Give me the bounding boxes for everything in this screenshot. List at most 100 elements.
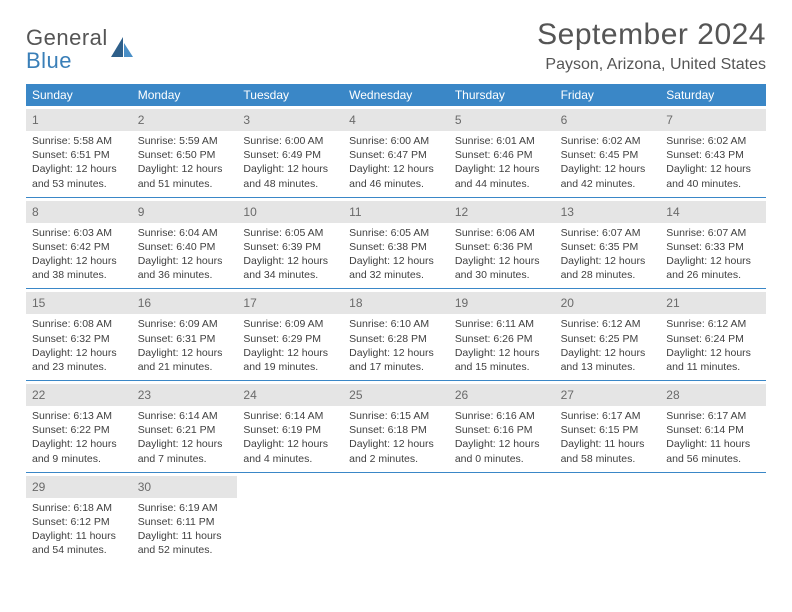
daylight-line-1: Daylight: 12 hours: [138, 346, 232, 360]
daylight-line-1: Daylight: 12 hours: [243, 346, 337, 360]
daylight-line-2: and 34 minutes.: [243, 268, 337, 282]
day-number: 6: [561, 113, 568, 127]
daynum-row: 2: [132, 109, 238, 131]
daylight-line-1: Daylight: 12 hours: [666, 254, 760, 268]
daylight-line-2: and 15 minutes.: [455, 360, 549, 374]
day-header: Sunday: [26, 84, 132, 106]
logo-text-top: General: [26, 26, 108, 49]
daynum-row: 18: [343, 292, 449, 314]
sunset-line: Sunset: 6:16 PM: [455, 423, 549, 437]
day-number: 5: [455, 113, 462, 127]
daylight-line-2: and 40 minutes.: [666, 177, 760, 191]
sunset-line: Sunset: 6:26 PM: [455, 332, 549, 346]
sunrise-line: Sunrise: 6:00 AM: [243, 134, 337, 148]
sunrise-line: Sunrise: 6:02 AM: [561, 134, 655, 148]
sunset-line: Sunset: 6:11 PM: [138, 515, 232, 529]
calendar-week: 8 Sunrise: 6:03 AMSunset: 6:42 PM Daylight…: [26, 198, 766, 290]
daynum-row: 7: [660, 109, 766, 131]
daynum-row: 13: [555, 201, 661, 223]
day-header: Wednesday: [343, 84, 449, 106]
logo-text-bottom: Blue: [26, 49, 108, 72]
day-number: 1: [32, 113, 39, 127]
sunrise-line: Sunrise: 6:09 AM: [138, 317, 232, 331]
sunrise-line: Sunrise: 6:01 AM: [455, 134, 549, 148]
daynum-row: 28: [660, 384, 766, 406]
sunrise-line: Sunrise: 6:12 AM: [666, 317, 760, 331]
daynum-row: 11: [343, 201, 449, 223]
day-number: 4: [349, 113, 356, 127]
calendar-day: 28Sunrise: 6:17 AMSunset: 6:14 PMDayligh…: [660, 381, 766, 472]
sunrise-line: Sunrise: 5:59 AM: [138, 134, 232, 148]
calendar-day: 26Sunrise: 6:16 AMSunset: 6:16 PMDayligh…: [449, 381, 555, 472]
sunset-line: Sunset: 6:43 PM: [666, 148, 760, 162]
sunset-line: Sunset: 6:38 PM: [349, 240, 443, 254]
day-number: 18: [349, 296, 362, 310]
daynum-row: 6: [555, 109, 661, 131]
calendar-day: 10Sunrise: 6:05 AMSunset: 6:39 PMDayligh…: [237, 198, 343, 289]
sunrise-line: Sunrise: 6:16 AM: [455, 409, 549, 423]
daylight-line-2: and 51 minutes.: [138, 177, 232, 191]
sunset-line: Sunset: 6:42 PM: [32, 240, 126, 254]
daynum-row: 19: [449, 292, 555, 314]
daylight-line-2: and 2 minutes.: [349, 452, 443, 466]
daylight-line-1: Daylight: 11 hours: [138, 529, 232, 543]
sunrise-line: Sunrise: 6:09 AM: [243, 317, 337, 331]
daylight-line-2: and 21 minutes.: [138, 360, 232, 374]
calendar-day: 13Sunrise: 6:07 AMSunset: 6:35 PMDayligh…: [555, 198, 661, 289]
sunset-line: Sunset: 6:33 PM: [666, 240, 760, 254]
daynum-row: 12: [449, 201, 555, 223]
daylight-line-2: and 44 minutes.: [455, 177, 549, 191]
calendar-day: 20Sunrise: 6:12 AMSunset: 6:25 PMDayligh…: [555, 289, 661, 380]
calendar-day: 24Sunrise: 6:14 AMSunset: 6:19 PMDayligh…: [237, 381, 343, 472]
sunrise-line: Sunrise: 6:08 AM: [32, 317, 126, 331]
calendar-day: 17Sunrise: 6:09 AMSunset: 6:29 PMDayligh…: [237, 289, 343, 380]
calendar-day: 19Sunrise: 6:11 AMSunset: 6:26 PMDayligh…: [449, 289, 555, 380]
empty-cell: [555, 473, 661, 564]
daynum-row: 10: [237, 201, 343, 223]
daylight-line-1: Daylight: 12 hours: [561, 346, 655, 360]
header: General Blue September 2024 Payson, Ariz…: [26, 18, 766, 74]
calendar-day: 11Sunrise: 6:05 AMSunset: 6:38 PMDayligh…: [343, 198, 449, 289]
title-block: September 2024 Payson, Arizona, United S…: [537, 18, 766, 74]
sunrise-line: Sunrise: 6:03 AM: [32, 226, 126, 240]
sunset-line: Sunset: 6:51 PM: [32, 148, 126, 162]
day-headers: SundayMondayTuesdayWednesdayThursdayFrid…: [26, 84, 766, 106]
day-number: 26: [455, 388, 468, 402]
day-header: Thursday: [449, 84, 555, 106]
sunrise-line: Sunrise: 6:18 AM: [32, 501, 126, 515]
daynum-row: 20: [555, 292, 661, 314]
daylight-line-1: Daylight: 12 hours: [138, 254, 232, 268]
location: Payson, Arizona, United States: [537, 56, 766, 74]
calendar-week: 22Sunrise: 6:13 AMSunset: 6:22 PMDayligh…: [26, 381, 766, 473]
calendar-day: 2Sunrise: 5:59 AMSunset: 6:50 PMDaylight…: [132, 106, 238, 197]
calendar-day: 12Sunrise: 6:06 AMSunset: 6:36 PMDayligh…: [449, 198, 555, 289]
calendar-day: 30Sunrise: 6:19 AMSunset: 6:11 PMDayligh…: [132, 473, 238, 564]
empty-cell: [449, 473, 555, 564]
sunrise-line: Sunrise: 6:05 AM: [243, 226, 337, 240]
daylight-line-2: and 46 minutes.: [349, 177, 443, 191]
sunset-line: Sunset: 6:25 PM: [561, 332, 655, 346]
calendar-day: 18Sunrise: 6:10 AMSunset: 6:28 PMDayligh…: [343, 289, 449, 380]
sunrise-line: Sunrise: 6:15 AM: [349, 409, 443, 423]
calendar-day: 21Sunrise: 6:12 AMSunset: 6:24 PMDayligh…: [660, 289, 766, 380]
daylight-line-1: Daylight: 12 hours: [561, 254, 655, 268]
daynum-row: 3: [237, 109, 343, 131]
day-header: Tuesday: [237, 84, 343, 106]
sunrise-line: Sunrise: 6:13 AM: [32, 409, 126, 423]
sunset-line: Sunset: 6:21 PM: [138, 423, 232, 437]
daylight-line-1: Daylight: 12 hours: [455, 162, 549, 176]
daylight-line-1: Daylight: 12 hours: [32, 162, 126, 176]
calendar-day: 8Sunrise: 6:03 AMSunset: 6:42 PMDaylight…: [26, 198, 132, 289]
day-number: 8: [32, 205, 39, 219]
calendar-week: 15Sunrise: 6:08 AMSunset: 6:32 PMDayligh…: [26, 289, 766, 381]
daynum-row: 23: [132, 384, 238, 406]
day-number: 9: [138, 205, 145, 219]
sunrise-line: Sunrise: 6:07 AM: [561, 226, 655, 240]
daylight-line-1: Daylight: 12 hours: [138, 162, 232, 176]
daylight-line-1: Daylight: 11 hours: [561, 437, 655, 451]
calendar-day: 15Sunrise: 6:08 AMSunset: 6:32 PMDayligh…: [26, 289, 132, 380]
daynum-row: 30: [132, 476, 238, 498]
calendar: SundayMondayTuesdayWednesdayThursdayFrid…: [26, 84, 766, 563]
daylight-line-2: and 30 minutes.: [455, 268, 549, 282]
day-number: 30: [138, 480, 151, 494]
